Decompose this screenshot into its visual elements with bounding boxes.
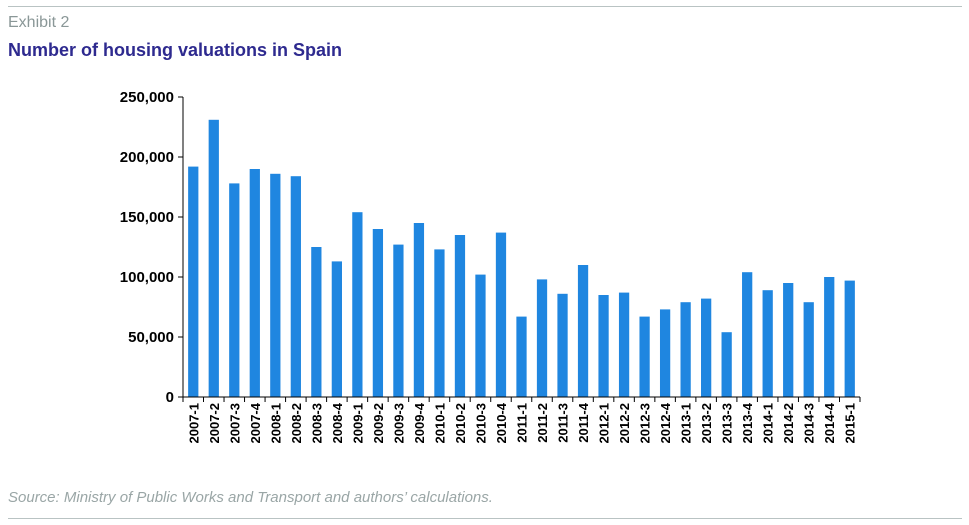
x-tick-label: 2008-4	[330, 402, 345, 443]
bar-chart: 0 50,000 100,000 150,000 200,000 250,000 2007…	[120, 89, 861, 443]
x-axis: 2007-1 2007-2 2007-3 2007-4 2008-1 2008-2 2008…	[182, 396, 861, 443]
bar-2010-4	[495, 232, 507, 397]
y-axis: 0 50,000 100,000 150,000 200,000 250,000	[120, 89, 184, 406]
y-tick-label: 150,000	[120, 209, 174, 226]
x-tick-label: 2008-2	[289, 403, 304, 443]
bar-2010-3	[475, 274, 486, 397]
x-tick-label: 2009-4	[412, 402, 427, 443]
bar-2012-2	[618, 292, 630, 397]
bar-2010-1	[434, 249, 445, 397]
bar-2015-1	[844, 280, 855, 397]
bar-2010-2	[454, 235, 466, 397]
x-tick-label: 2010-2	[453, 403, 468, 443]
bar-2008-2	[290, 176, 301, 397]
bar-2011-1	[516, 316, 527, 397]
x-tick-label: 2011-3	[556, 403, 571, 443]
bar-2014-2	[783, 283, 794, 397]
y-tick-label: 200,000	[120, 149, 174, 166]
bar-2013-1	[680, 302, 691, 397]
bar-2012-3	[639, 316, 650, 397]
x-tick-label: 2011-1	[515, 403, 530, 443]
bar-2007-2	[208, 119, 219, 398]
x-tick-label: 2007-4	[248, 402, 263, 443]
x-tick-label: 2007-1	[186, 403, 201, 443]
bar-2012-1	[598, 295, 609, 397]
bar-2013-4	[742, 272, 753, 397]
x-tick-label: 2012-2	[617, 403, 632, 443]
bottom-rule	[8, 518, 962, 519]
bar-2008-3	[311, 247, 322, 397]
source-note: Source: Ministry of Public Works and Tra…	[8, 489, 493, 506]
bar-2009-1	[352, 212, 363, 397]
x-tick-label: 2012-4	[658, 402, 673, 443]
bar-2009-4	[413, 223, 425, 397]
bar-2007-4	[249, 169, 260, 397]
bar-2011-2	[536, 279, 548, 397]
x-tick-label: 2009-1	[350, 403, 365, 443]
bar-2009-3	[393, 244, 404, 397]
bar-2009-2	[372, 229, 384, 397]
y-tick-label: 0	[166, 389, 174, 406]
x-tick-label: 2012-3	[638, 403, 653, 443]
x-tick-label: 2014-4	[822, 402, 837, 443]
x-tick-label: 2013-3	[720, 403, 735, 443]
x-tick-label: 2013-1	[679, 403, 694, 443]
x-tick-label: 2013-2	[699, 403, 714, 443]
x-tick-label: 2010-4	[494, 402, 509, 443]
bar-2011-4	[577, 265, 589, 397]
bar-2013-2	[701, 298, 712, 397]
y-tick-label: 50,000	[128, 329, 174, 346]
bar-2012-4	[659, 309, 671, 397]
bar-2014-3	[803, 302, 814, 397]
bar-2008-4	[331, 261, 342, 397]
x-tick-label: 2008-1	[268, 403, 283, 443]
chart-title: Number of housing valuations in Spain	[8, 40, 343, 60]
bar-2011-3	[557, 293, 568, 397]
x-tick-label: 2015-1	[843, 403, 858, 443]
x-tick-label: 2010-3	[473, 403, 488, 443]
x-tick-label: 2007-2	[207, 403, 222, 443]
x-tick-label: 2014-2	[781, 403, 796, 443]
bar-2008-1	[270, 173, 281, 397]
top-rule	[8, 6, 962, 7]
x-tick-label: 2010-1	[432, 403, 447, 443]
x-tick-label: 2014-1	[761, 403, 776, 443]
x-tick-label: 2008-3	[309, 403, 324, 443]
x-tick-label: 2009-3	[391, 403, 406, 443]
x-tick-label: 2011-4	[576, 402, 591, 443]
x-tick-label: 2009-2	[371, 403, 386, 443]
exhibit-label: Exhibit 2	[8, 14, 70, 31]
x-tick-label: 2012-1	[597, 403, 612, 443]
bar-2007-1	[188, 166, 199, 397]
y-tick-label: 100,000	[120, 269, 174, 286]
x-tick-label: 2011-2	[535, 403, 550, 443]
bar-2007-3	[229, 183, 240, 397]
bar-2013-3	[721, 332, 732, 397]
bar-2014-4	[824, 277, 835, 397]
bars	[188, 119, 855, 398]
x-tick-label: 2013-4	[740, 402, 755, 443]
y-tick-label: 250,000	[120, 89, 174, 106]
x-tick-label: 2014-3	[802, 403, 817, 443]
x-tick-label: 2007-3	[227, 403, 242, 443]
bar-2014-1	[762, 290, 773, 397]
